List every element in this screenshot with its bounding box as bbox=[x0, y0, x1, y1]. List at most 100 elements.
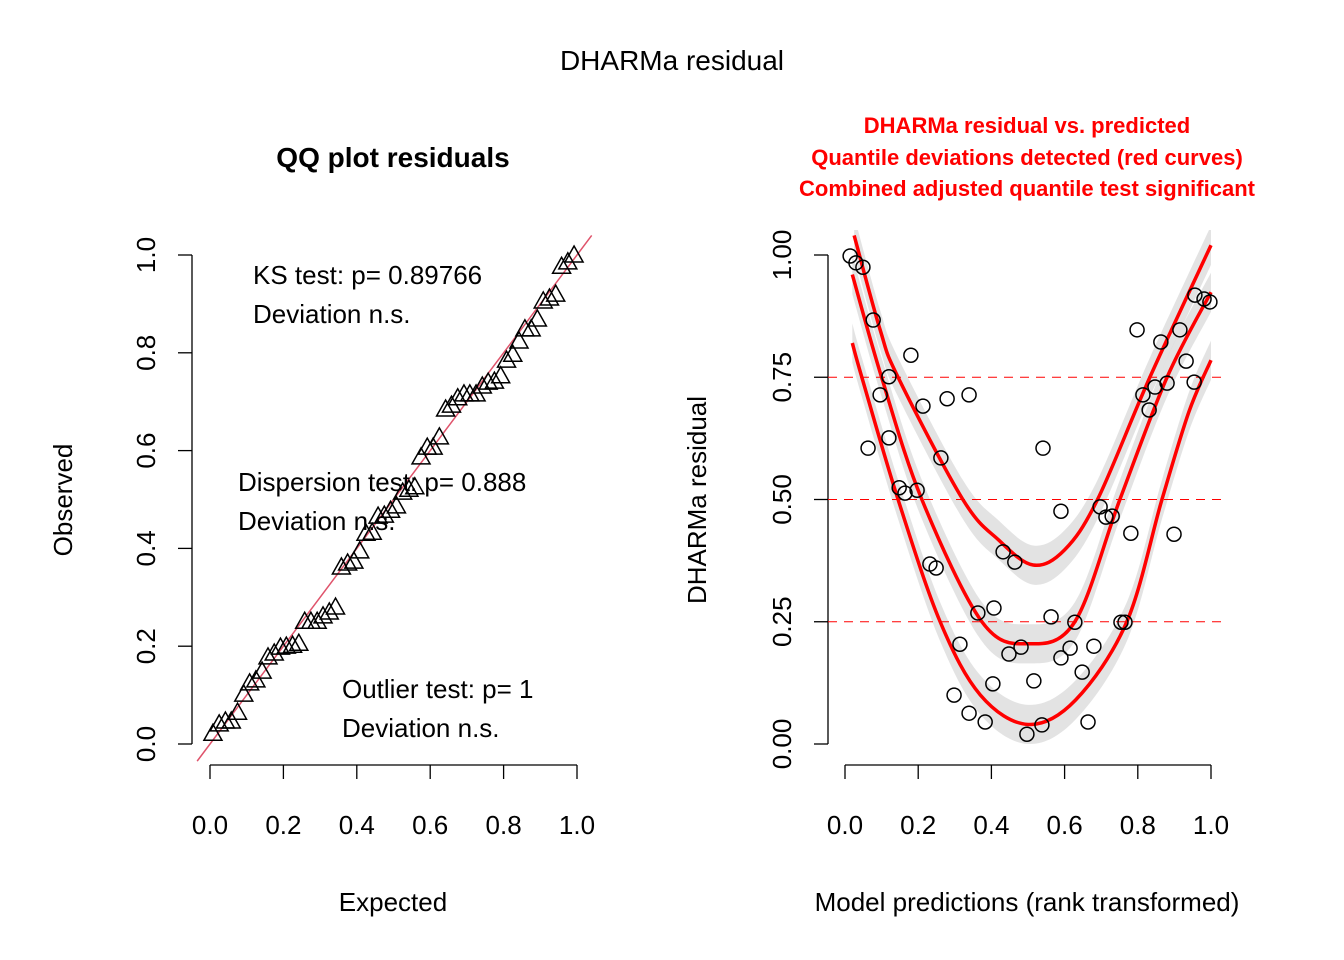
quantile-curve-0.25 bbox=[850, 342, 1213, 727]
qq-point-triangle bbox=[318, 601, 340, 620]
qq-point-triangle bbox=[496, 349, 517, 368]
qq-x-label: Expected bbox=[339, 887, 447, 917]
residual-point bbox=[1035, 440, 1051, 456]
residual-point bbox=[1104, 508, 1120, 524]
residual-axes: 0.0 0.2 0.4 0.6 0.8 1.0 0.00 0.25 0.50 0.75 1.00 bbox=[767, 230, 1229, 840]
residual-title-line-2: Quantile deviations detected (red curves… bbox=[811, 145, 1243, 170]
dispersion-test-text: Dispersion test: p= 0.888 bbox=[238, 467, 526, 497]
qq-point-triangle bbox=[361, 521, 383, 540]
y-tick-label: 1.0 bbox=[131, 237, 161, 273]
residual-point bbox=[952, 636, 968, 652]
qq-point-triangle bbox=[557, 251, 579, 270]
residual-title-line-1: DHARMa residual vs. predicted bbox=[864, 113, 1190, 138]
qq-point-triangle bbox=[539, 287, 560, 306]
x-tick-label: 0.0 bbox=[192, 810, 228, 840]
qq-point-triangle bbox=[282, 634, 303, 653]
y-tick-label: 0.8 bbox=[131, 335, 161, 371]
residual-point bbox=[1086, 638, 1102, 654]
y-tick-label: 0.2 bbox=[131, 628, 161, 664]
residual-point bbox=[897, 485, 913, 501]
residual-point bbox=[1080, 714, 1096, 730]
qq-point-triangle bbox=[410, 446, 432, 465]
x-tick-label: 0.8 bbox=[1120, 810, 1156, 840]
residual-panel: DHARMa residual vs. predicted Quantile d… bbox=[682, 113, 1256, 917]
residual-point bbox=[928, 560, 944, 576]
qq-point-triangle bbox=[386, 495, 407, 514]
residual-point bbox=[865, 312, 881, 328]
qq-panel: QQ plot residuals 0.0 0.2 0.4 0.6 0.8 1.00.00… bbox=[48, 142, 595, 917]
residual-point bbox=[970, 605, 986, 621]
qq-y-label: Observed bbox=[48, 444, 78, 557]
residual-point bbox=[1135, 387, 1151, 403]
residual-point bbox=[1098, 509, 1114, 525]
residual-point bbox=[939, 391, 955, 407]
qq-point-triangle bbox=[380, 499, 401, 518]
qq-point-triangle bbox=[270, 636, 291, 655]
residual-point bbox=[860, 440, 876, 456]
residual-point bbox=[1053, 503, 1069, 519]
qq-point-triangle bbox=[349, 540, 371, 559]
outlier-deviation-text: Deviation n.s. bbox=[342, 713, 500, 743]
qq-point-triangle bbox=[306, 610, 328, 629]
x-tick-label: 0.6 bbox=[1047, 810, 1083, 840]
quantile-curve-0.75 bbox=[852, 234, 1213, 568]
qq-point-triangle bbox=[429, 426, 450, 445]
qq-point-triangle bbox=[508, 330, 530, 349]
residual-point bbox=[1172, 322, 1188, 338]
qq-point-triangle bbox=[245, 669, 267, 688]
qq-point-triangle bbox=[398, 478, 420, 497]
residual-point bbox=[961, 387, 977, 403]
residual-point bbox=[1026, 673, 1042, 689]
residual-x-label: Model predictions (rank transformed) bbox=[815, 887, 1240, 917]
qq-point-triangle bbox=[355, 522, 377, 541]
qq-marks bbox=[196, 234, 593, 762]
y-tick-label: 0.75 bbox=[767, 352, 797, 403]
qq-point-triangle bbox=[325, 596, 346, 615]
qq-point-triangle bbox=[257, 646, 279, 665]
dispersion-deviation-text: Deviation n.s. bbox=[238, 506, 396, 536]
x-tick-label: 0.2 bbox=[265, 810, 301, 840]
qq-point-triangle bbox=[202, 722, 224, 741]
qq-point-triangle bbox=[300, 610, 322, 629]
qq-point-triangle bbox=[447, 387, 469, 406]
residual-point bbox=[1113, 614, 1129, 630]
qq-point-triangle bbox=[227, 701, 248, 720]
residual-point bbox=[1129, 322, 1145, 338]
qq-point-triangle bbox=[288, 632, 310, 651]
residual-point bbox=[1141, 402, 1157, 418]
residual-title-line-3: Combined adjusted quantile test signific… bbox=[799, 176, 1256, 201]
qq-point-triangle bbox=[239, 672, 260, 691]
quantile-curves bbox=[850, 230, 1213, 745]
residual-point bbox=[1159, 375, 1175, 391]
qq-point-triangle bbox=[343, 550, 365, 569]
ks-deviation-text: Deviation n.s. bbox=[253, 299, 411, 329]
residual-point bbox=[1202, 294, 1218, 310]
residual-point bbox=[1123, 525, 1139, 541]
qq-point-triangle bbox=[233, 683, 255, 702]
outlier-test-text: Outlier test: p= 1 bbox=[342, 674, 533, 704]
y-tick-label: 0.00 bbox=[767, 719, 797, 770]
residual-point bbox=[1053, 650, 1069, 666]
residual-point bbox=[1007, 554, 1023, 570]
qq-point-triangle bbox=[251, 660, 273, 679]
x-tick-label: 0.0 bbox=[827, 810, 863, 840]
main-title: DHARMa residual bbox=[560, 45, 784, 76]
qq-point-triangle bbox=[374, 504, 395, 523]
qq-point-triangle bbox=[435, 398, 456, 417]
quantile-band-0.75 bbox=[854, 230, 1211, 585]
residual-point bbox=[1153, 334, 1169, 350]
residual-point bbox=[985, 676, 1001, 692]
qq-point-triangle bbox=[520, 318, 542, 337]
quantile-curve-0.5 bbox=[850, 274, 1213, 646]
residual-point bbox=[881, 430, 897, 446]
qq-point-triangle bbox=[422, 436, 444, 455]
residual-point bbox=[855, 259, 871, 275]
residual-point bbox=[1019, 726, 1035, 742]
qq-axes: 0.0 0.2 0.4 0.6 0.8 1.0 0.0 0.2 0.4 0.6 0.8 1.0 bbox=[131, 237, 595, 840]
residual-point bbox=[1186, 374, 1202, 390]
qq-point-triangle bbox=[545, 283, 566, 302]
x-tick-label: 0.2 bbox=[900, 810, 936, 840]
y-tick-label: 1.00 bbox=[767, 230, 797, 281]
qq-point-triangle bbox=[484, 370, 505, 389]
